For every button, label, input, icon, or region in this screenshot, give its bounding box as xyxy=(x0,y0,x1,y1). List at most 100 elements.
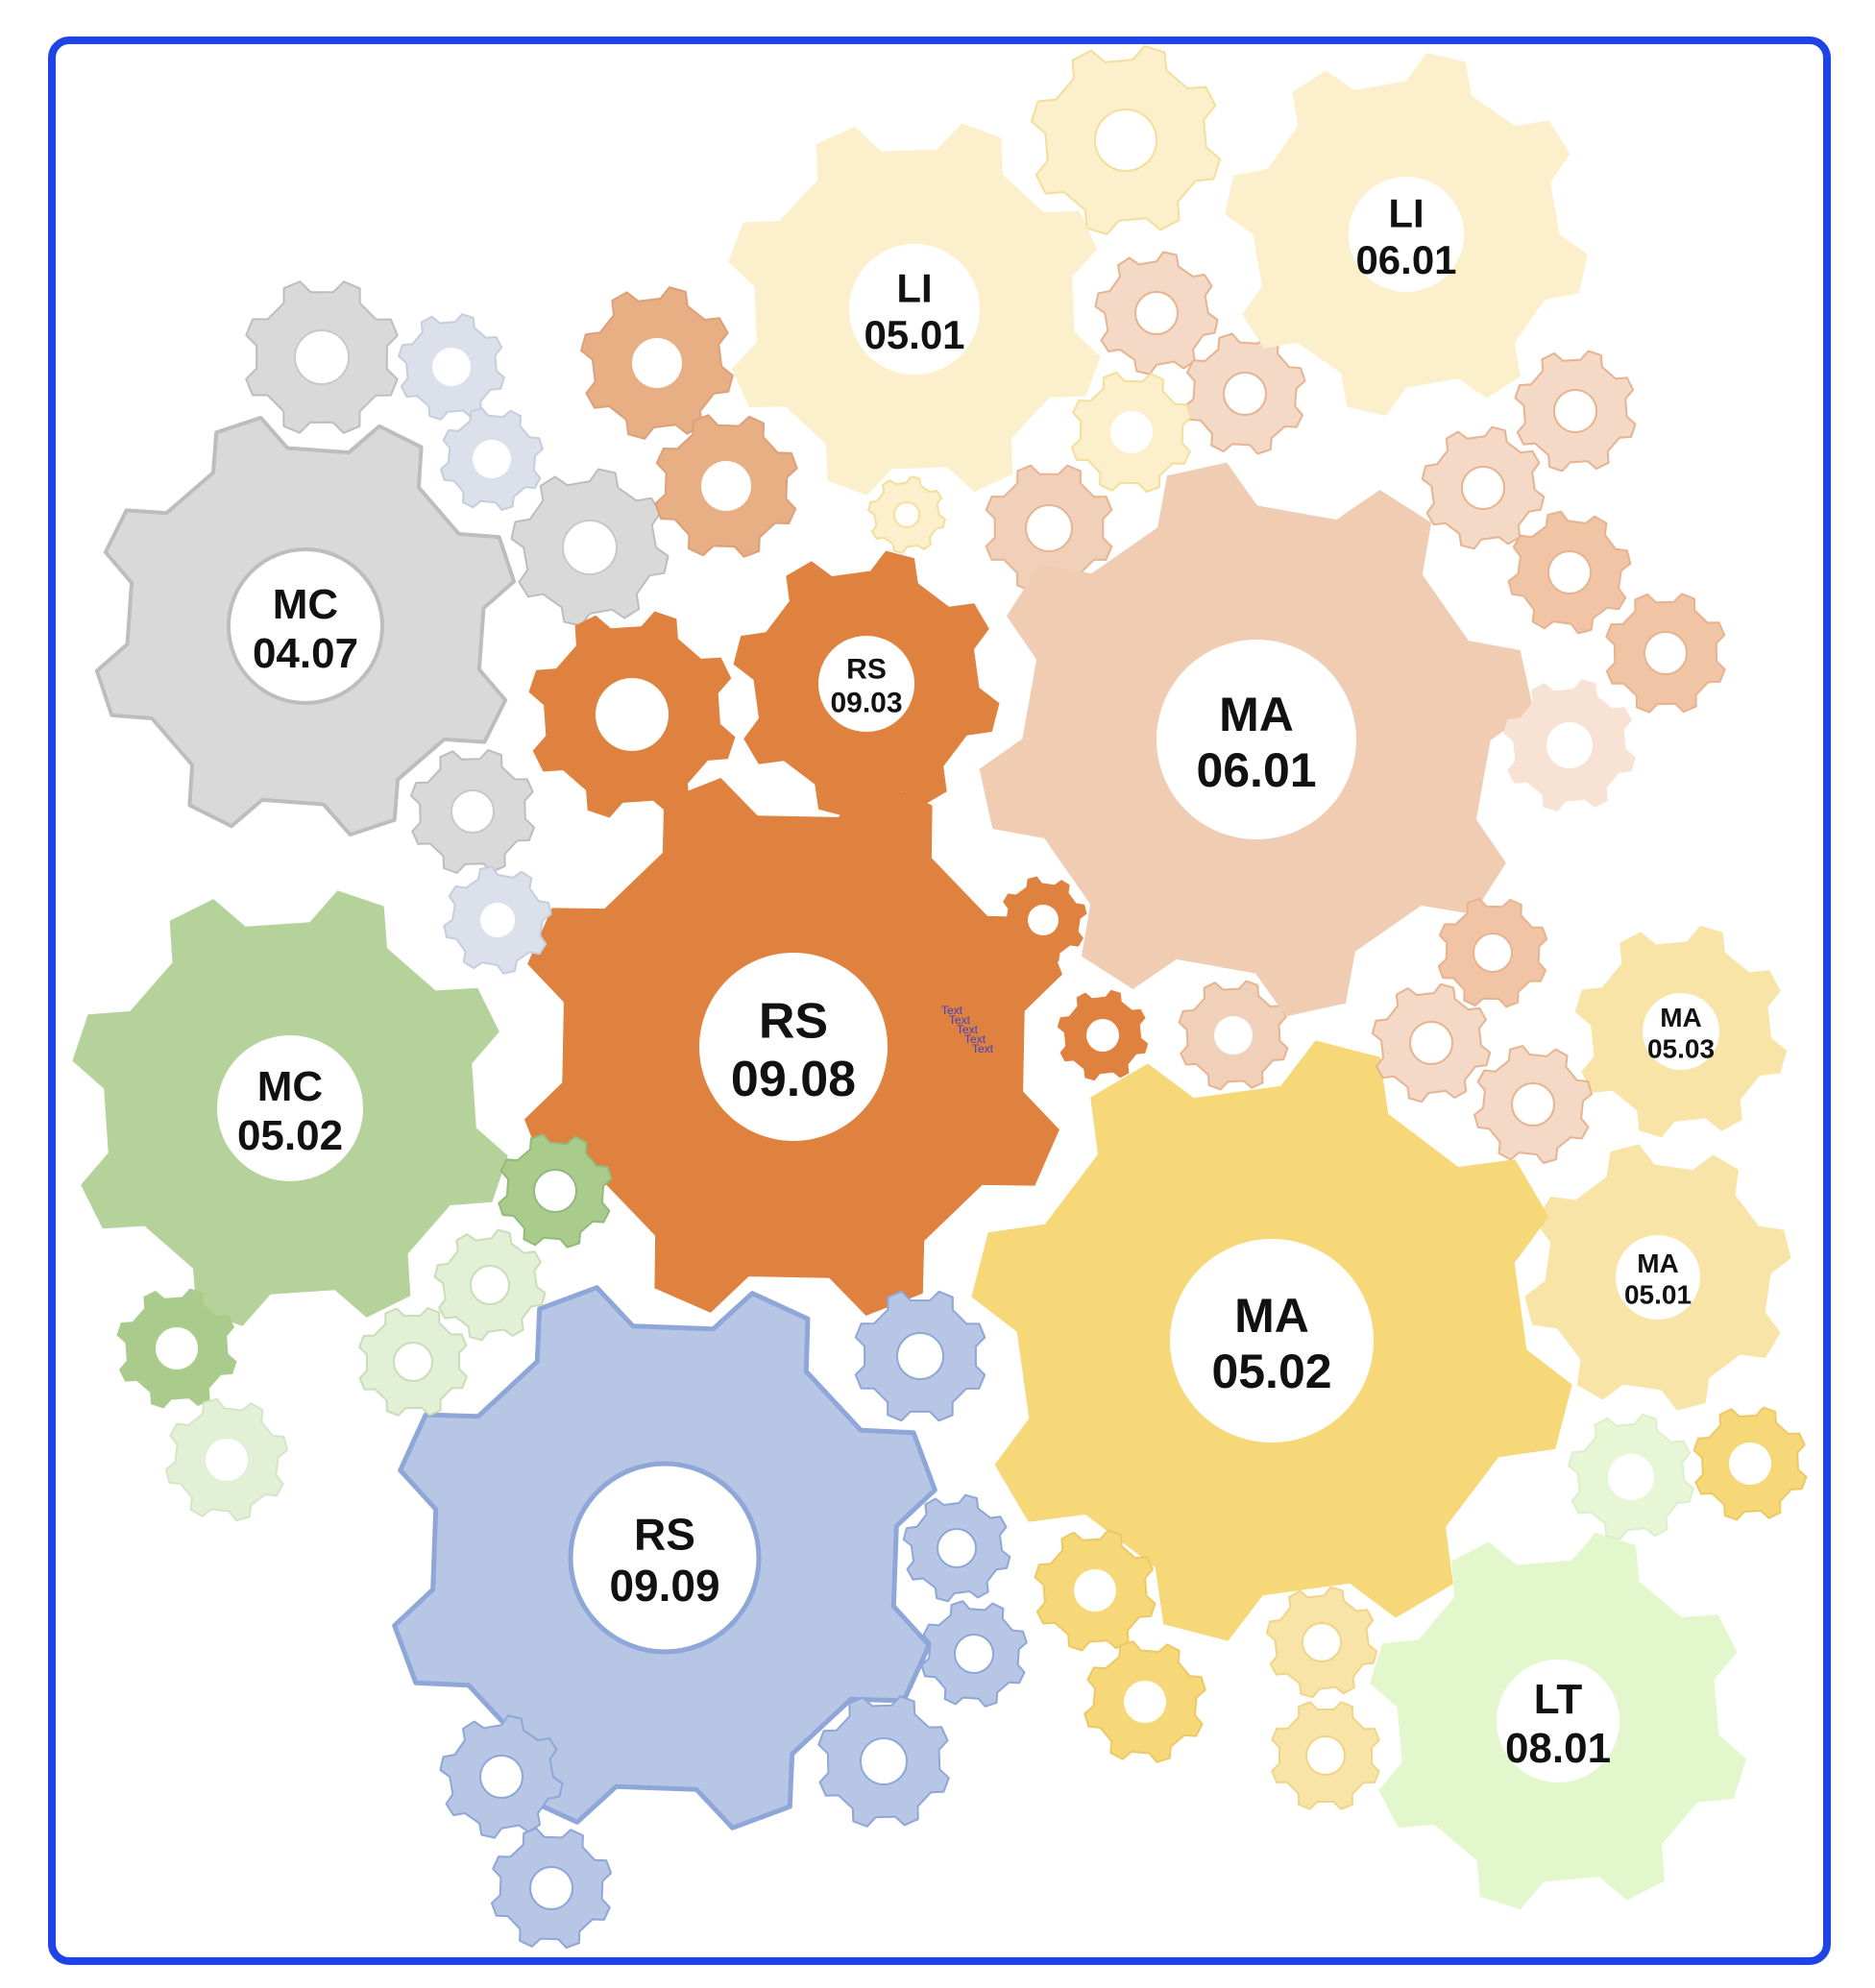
small-gear-hub xyxy=(1511,1082,1555,1127)
small-gear xyxy=(1568,1414,1694,1540)
gear-lt-08-01-hub xyxy=(1497,1660,1619,1782)
small-gear xyxy=(902,1493,1011,1603)
small-gear-hub xyxy=(206,1439,248,1481)
gear-mc-04-07 xyxy=(94,415,517,837)
small-gear-hub xyxy=(893,501,920,528)
small-gear-hub xyxy=(896,1332,944,1380)
gear-code-label: MA xyxy=(1234,1289,1309,1343)
small-gear-hub xyxy=(1086,1019,1119,1052)
small-gear-hub xyxy=(1134,291,1179,335)
gear-ma-06-01 xyxy=(979,462,1534,1017)
small-gear xyxy=(164,1397,289,1522)
gear-rs-09-09 xyxy=(392,1285,938,1830)
gear-code-label: MA xyxy=(1637,1249,1679,1278)
small-gear-hub xyxy=(1473,933,1513,973)
small-gear-hub xyxy=(294,329,350,385)
gear-li-06-01 xyxy=(1225,53,1588,416)
small-gear-hub xyxy=(562,520,618,575)
small-gear xyxy=(1034,1529,1157,1652)
small-gear xyxy=(1371,982,1492,1103)
small-gear xyxy=(1030,44,1222,236)
small-gear-hub xyxy=(1074,1569,1116,1612)
gear-number-label: 05.03 xyxy=(1647,1033,1715,1063)
small-gear-hub xyxy=(1729,1443,1771,1485)
small-gear-hub xyxy=(533,1169,577,1213)
small-gear-hub xyxy=(1644,631,1688,675)
small-gear xyxy=(999,876,1087,964)
small-gear xyxy=(245,280,399,434)
small-gear xyxy=(528,611,736,818)
gear-ma-05-01-hub xyxy=(1616,1235,1700,1320)
small-gear xyxy=(433,1228,547,1342)
small-gear xyxy=(1070,371,1193,494)
small-gear-hub xyxy=(596,678,669,751)
small-gear xyxy=(1178,980,1289,1091)
gear-lt-08-01 xyxy=(1369,1532,1747,1910)
gear-rs-09-09-hub xyxy=(568,1461,762,1655)
small-gear-hub xyxy=(479,1755,524,1799)
gear-code-label: RS xyxy=(634,1510,695,1560)
small-gear-hub xyxy=(432,348,471,386)
gear-mc-05-02 xyxy=(72,890,508,1326)
small-gear xyxy=(490,1827,613,1950)
gear-ma-05-03-hub xyxy=(1643,993,1719,1070)
small-gear-hub xyxy=(480,903,515,937)
small-gear xyxy=(1421,425,1546,550)
gear-rs-09-03 xyxy=(733,550,1000,817)
small-gear-hub xyxy=(1302,1622,1342,1662)
small-gear-hub xyxy=(937,1528,977,1568)
small-gear xyxy=(1057,989,1149,1081)
small-gear xyxy=(1271,1701,1380,1810)
gear-mc-05-02-hub xyxy=(217,1035,363,1181)
gear-code-label: RS xyxy=(759,994,828,1050)
gear-mc-04-07-hub xyxy=(227,547,384,705)
small-gear xyxy=(867,475,946,554)
small-gear-hub xyxy=(1094,109,1157,172)
small-gear-hub xyxy=(860,1737,908,1785)
stray-text: Text xyxy=(941,1004,963,1017)
gear-rs-09-08 xyxy=(524,778,1062,1316)
gear-code-label: MC xyxy=(273,581,338,628)
small-gear-hub xyxy=(701,461,751,511)
gear-rs-09-08-hub xyxy=(699,953,888,1141)
stray-text: Text xyxy=(964,1032,986,1046)
small-gear-hub xyxy=(1553,389,1597,433)
small-gear-hub xyxy=(1547,550,1592,594)
small-gear xyxy=(920,1600,1028,1708)
gear-number-label: 09.09 xyxy=(609,1561,719,1611)
gear-code-label: MA xyxy=(1219,688,1294,741)
small-gear-hub xyxy=(529,1866,573,1910)
small-gear xyxy=(1094,251,1219,376)
small-gear xyxy=(1084,1640,1206,1763)
small-gear xyxy=(410,749,535,874)
gear-ma-05-02-hub xyxy=(1170,1239,1374,1443)
small-gear-hub xyxy=(470,1265,510,1305)
small-gear xyxy=(116,1288,237,1409)
gear-number-label: 06.01 xyxy=(1196,743,1316,797)
small-gear-hub xyxy=(1546,722,1593,768)
stray-text: Text xyxy=(957,1023,979,1036)
gear-number-label: 05.01 xyxy=(1624,1279,1692,1309)
small-gear xyxy=(1605,593,1726,714)
stray-text: Text xyxy=(972,1042,994,1055)
small-gear xyxy=(854,1290,986,1422)
gear-rs-09-03-hub xyxy=(818,636,914,732)
small-gear-hub xyxy=(156,1327,198,1370)
stray-text: Text xyxy=(949,1013,971,1027)
gear-code-label: MC xyxy=(257,1063,323,1110)
small-gear-hub xyxy=(1305,1735,1346,1776)
small-gear xyxy=(1507,510,1632,635)
small-gear xyxy=(1437,897,1548,1008)
gear-ma-05-02 xyxy=(971,1040,1572,1641)
gear-number-label: 04.07 xyxy=(253,630,358,677)
gear-number-label: 05.02 xyxy=(237,1112,343,1159)
small-gear-hub xyxy=(1608,1454,1654,1500)
small-gear xyxy=(1503,679,1636,812)
gear-number-label: 08.01 xyxy=(1505,1725,1611,1772)
small-gear-hub xyxy=(450,789,495,834)
small-gear xyxy=(1473,1045,1593,1164)
gear-number-label: 09.03 xyxy=(830,687,902,718)
small-gear xyxy=(1692,1406,1808,1521)
